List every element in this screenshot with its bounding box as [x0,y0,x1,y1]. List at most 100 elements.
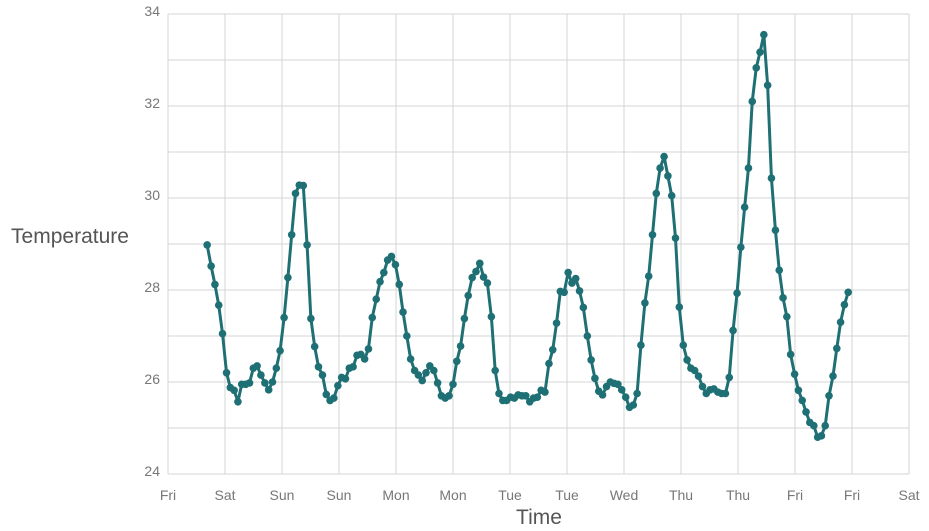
data-point-36 [341,374,350,383]
data-point-42 [364,345,373,353]
y-tick-label-24: 24 [144,463,160,479]
data-point-60 [433,379,442,387]
data-point-88 [541,388,549,396]
data-point-107 [614,380,622,389]
data-point-28 [310,342,319,351]
data-point-144 [756,48,764,56]
data-point-129 [698,382,707,391]
data-point-128 [694,372,703,380]
data-point-48 [387,252,396,261]
data-point-164 [833,344,841,353]
data-point-19 [276,346,284,355]
data-point-41 [360,355,369,363]
y-tick-label-26: 26 [144,371,160,387]
data-point-59 [430,366,438,375]
data-point-13 [253,362,261,370]
data-point-3 [214,301,223,309]
data-point-51 [399,308,407,316]
data-point-33 [330,394,338,402]
y-axis-ticks: 24 26 28 30 32 34 [144,3,160,479]
data-point-100 [587,356,595,364]
x-tick-label-10: Thu [726,487,750,503]
data-point-16 [264,386,273,394]
data-point-67 [460,314,469,323]
data-point-73 [483,279,492,287]
data-point-136 [725,373,734,382]
data-point-30 [318,371,327,379]
data-point-152 [786,350,795,359]
y-axis-title: Temperature [11,225,129,248]
x-tick-label-0: Fri [160,487,176,503]
data-point-71 [475,259,484,268]
data-point-113 [637,341,645,350]
data-point-118 [656,164,664,172]
data-point-4 [218,329,227,338]
data-point-29 [314,363,323,371]
data-point-122 [671,234,680,242]
data-point-149 [775,266,784,275]
data-point-137 [729,326,737,335]
data-point-34 [334,381,342,390]
data-point-11 [245,379,254,387]
data-point-72 [479,273,488,281]
data-point-103 [598,391,607,399]
x-tick-label-7: Tue [555,487,579,503]
data-point-142 [748,97,757,106]
data-point-93 [560,288,568,297]
x-tick-label-2: Sun [270,487,295,503]
data-point-66 [456,342,465,350]
data-point-91 [552,319,561,327]
data-point-1 [207,262,215,270]
data-point-97 [575,287,584,295]
data-point-117 [652,189,661,198]
data-point-139 [737,243,745,252]
data-point-44 [372,295,381,304]
x-tick-label-11: Fri [787,487,803,503]
data-point-27 [307,314,315,323]
data-point-158 [810,421,818,430]
data-point-111 [629,401,638,409]
data-point-146 [763,81,772,90]
data-point-115 [644,272,653,281]
x-tick-label-5: Mon [439,487,466,503]
data-point-114 [641,299,649,307]
data-point-23 [291,189,300,198]
data-point-25 [299,181,308,190]
data-point-86 [533,393,542,401]
data-point-121 [667,191,676,200]
data-point-75 [491,366,499,375]
data-point-63 [445,392,453,400]
data-points [203,30,852,442]
data-point-143 [752,64,761,72]
x-axis-ticks: Fri Sat Sun Sun Mon Mon Tue Tue Wed Thu Thu Fri Fri S… [160,487,920,503]
data-point-55 [414,371,423,379]
data-point-99 [583,332,592,340]
series-line-0 [205,33,850,439]
data-point-83 [521,392,530,400]
data-point-2 [211,280,219,289]
data-point-56 [418,376,427,385]
data-point-17 [268,378,277,386]
x-tick-label-9: Thu [669,487,693,503]
data-point-148 [771,226,780,234]
x-tick-label-1: Sat [214,487,235,503]
data-point-153 [790,370,799,378]
data-point-138 [733,289,741,298]
data-point-112 [633,389,641,398]
data-point-147 [767,174,776,183]
data-point-120 [664,172,672,180]
data-point-89 [545,359,553,368]
data-point-69 [468,273,476,282]
data-point-109 [621,393,630,401]
data-point-26 [303,241,311,249]
data-point-43 [368,313,377,322]
data-point-123 [675,303,684,311]
data-point-70 [472,267,480,276]
y-tick-label-28: 28 [144,279,160,295]
data-point-135 [721,389,730,398]
x-tick-label-13: Sat [898,487,919,503]
data-point-150 [779,294,787,302]
data-point-65 [453,357,461,366]
x-tick-label-3: Sun [327,487,352,503]
